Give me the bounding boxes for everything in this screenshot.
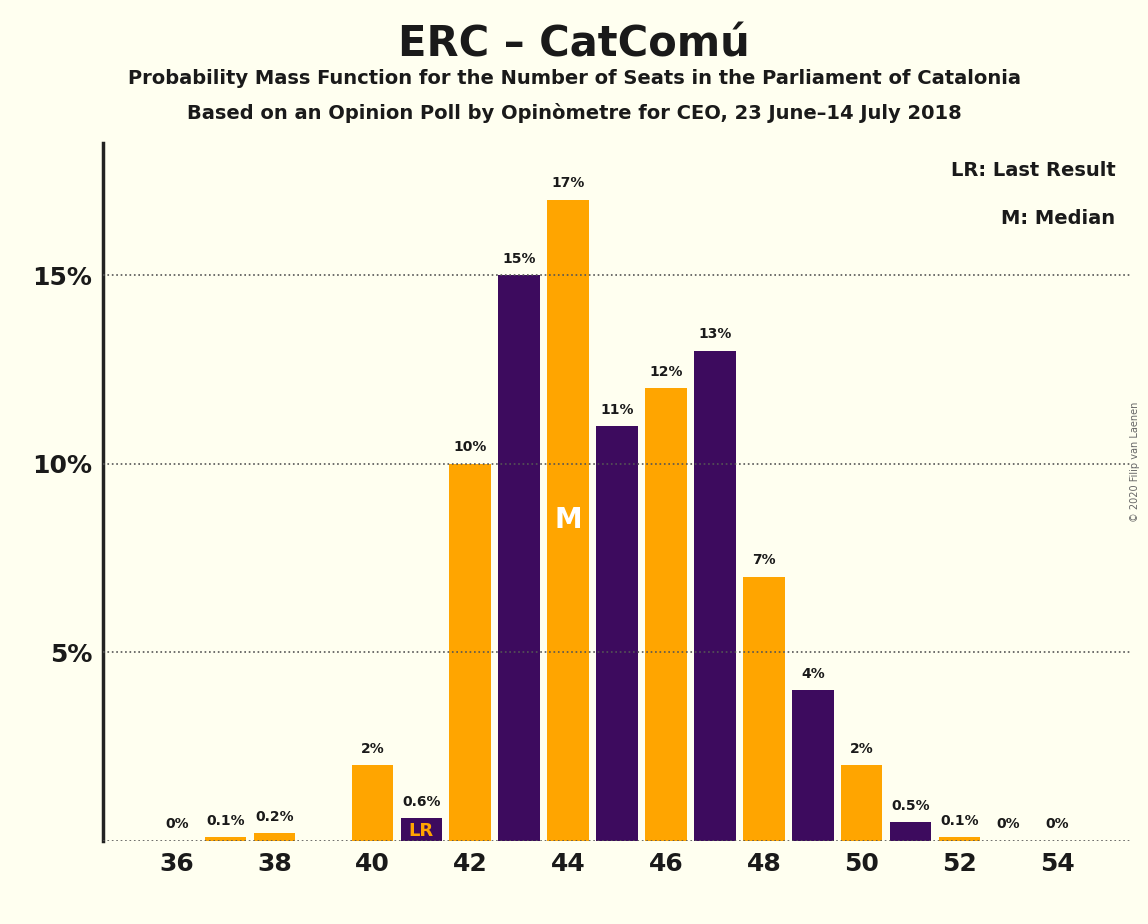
Bar [498,275,540,841]
Bar [351,765,394,841]
Text: 2%: 2% [850,742,874,756]
Text: 0.6%: 0.6% [402,795,441,808]
Text: Probability Mass Function for the Number of Seats in the Parliament of Catalonia: Probability Mass Function for the Number… [127,69,1021,89]
Text: 0.1%: 0.1% [207,814,245,828]
Text: 10%: 10% [453,441,487,455]
Bar [204,837,247,841]
Text: LR: LR [409,821,434,840]
Bar [695,350,736,841]
Text: 2%: 2% [360,742,385,756]
Bar [254,833,295,841]
Bar [743,577,784,841]
Bar [401,819,442,841]
Text: 0.1%: 0.1% [940,814,979,828]
Bar [840,765,883,841]
Text: 11%: 11% [600,403,634,417]
Bar [939,837,980,841]
Text: 17%: 17% [551,176,584,190]
Text: LR: Last Result: LR: Last Result [951,161,1116,179]
Text: Based on an Opinion Poll by Opinòmetre for CEO, 23 June–14 July 2018: Based on an Opinion Poll by Opinòmetre f… [187,103,961,124]
Text: 0%: 0% [996,818,1021,832]
Text: 0.2%: 0.2% [255,809,294,824]
Text: 0%: 0% [165,818,188,832]
Text: 12%: 12% [650,365,683,379]
Text: 15%: 15% [503,251,536,266]
Text: ERC – CatComú: ERC – CatComú [398,23,750,65]
Text: 7%: 7% [752,553,776,567]
Text: 4%: 4% [801,666,824,681]
Text: 0%: 0% [1046,818,1069,832]
Text: 13%: 13% [698,327,731,341]
Text: 0.5%: 0.5% [891,798,930,812]
Bar [450,464,491,841]
Bar [792,690,833,841]
Bar [645,388,687,841]
Text: M: M [554,506,582,534]
Text: M: Median: M: Median [1001,210,1116,228]
Bar [890,822,931,841]
Bar [596,426,638,841]
Bar [548,200,589,841]
Text: © 2020 Filip van Laenen: © 2020 Filip van Laenen [1130,402,1140,522]
